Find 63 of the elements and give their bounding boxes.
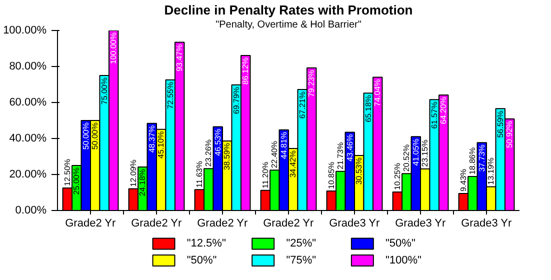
data-label: 20.52% — [402, 144, 412, 172]
chart-title: Decline in Penalty Rates with Promotion — [164, 2, 413, 18]
data-label: 44.81% — [279, 132, 288, 159]
data-label: 10.25% — [392, 162, 402, 190]
x-tick-label: Grade2 Yr — [131, 218, 182, 230]
data-label: 61.57% — [430, 102, 439, 129]
data-label: 43.46% — [345, 134, 354, 162]
x-tick-label: Grade3 Yr — [395, 218, 446, 230]
legend-label: "100%" — [386, 254, 422, 266]
data-label: 11.63% — [194, 161, 204, 188]
data-label: 72.55% — [166, 82, 175, 110]
legend-label: "12.5%" — [186, 238, 226, 250]
data-label: 50.92% — [505, 120, 514, 148]
data-label: 67.21% — [298, 92, 307, 119]
data-label: 23.15% — [420, 140, 430, 167]
data-label: 100.00% — [109, 32, 118, 64]
data-label: 65.18% — [364, 95, 373, 122]
data-label: 48.37% — [147, 125, 156, 153]
x-tick-label: Grade2 Yr — [65, 218, 116, 230]
y-tick-label: 0.00% — [15, 204, 47, 216]
y-tick-label: 40.00% — [9, 132, 47, 144]
data-label: 30.53% — [354, 158, 364, 185]
data-label: 23.26% — [204, 139, 214, 167]
x-tick-label: Grade2 Yr — [263, 218, 314, 230]
y-tick-label: 60.00% — [9, 96, 47, 108]
data-label: 56.59% — [496, 110, 505, 138]
y-tick-label: 100.00% — [3, 24, 47, 36]
data-label: 12.09% — [128, 160, 138, 187]
data-label: 46.53% — [213, 128, 222, 156]
x-tick-label: Grade2 Yr — [197, 218, 248, 230]
data-label: 12.50% — [62, 158, 72, 186]
data-label: 9.43% — [458, 168, 468, 192]
data-label: 25.00% — [72, 167, 82, 195]
x-tick-label: Grade3 Yr — [329, 218, 380, 230]
data-label: 10.85% — [326, 162, 336, 189]
x-tick-label: Grade3 Yr — [461, 218, 512, 230]
data-label: 50.00% — [90, 122, 100, 150]
legend-label: "50%" — [186, 254, 217, 266]
data-label: 18.86% — [468, 147, 478, 175]
data-label: 21.73% — [336, 142, 346, 170]
data-label: 93.47% — [175, 44, 184, 72]
y-tick-label: 80.00% — [9, 60, 47, 72]
data-label: 11.20% — [260, 162, 270, 188]
data-label: 24.18% — [138, 168, 148, 196]
y-tick-label: 20.00% — [9, 168, 47, 180]
data-label: 75.00% — [100, 77, 109, 105]
data-label: 41.05% — [411, 138, 420, 166]
data-label: 22.40% — [270, 141, 280, 168]
data-label: 38.59% — [222, 143, 232, 170]
data-label: 69.79% — [232, 86, 241, 114]
data-label: 34.42% — [288, 150, 298, 178]
chart-subtitle: "Penalty, Overtime & Hol Barrier" — [216, 20, 362, 30]
legend-label: "75%" — [286, 254, 316, 266]
legend-label: "50%" — [386, 238, 416, 250]
data-label: 13.19% — [486, 158, 496, 185]
legend-label: "25%" — [286, 238, 316, 250]
data-label: 74.04% — [373, 79, 382, 106]
data-label: 79.23% — [307, 70, 316, 98]
data-label: 45.10% — [156, 131, 166, 158]
data-label: 86.12% — [241, 57, 250, 85]
data-label: 37.73% — [477, 144, 486, 172]
data-label: 50.00% — [81, 122, 90, 150]
data-label: 64.20% — [439, 96, 448, 124]
